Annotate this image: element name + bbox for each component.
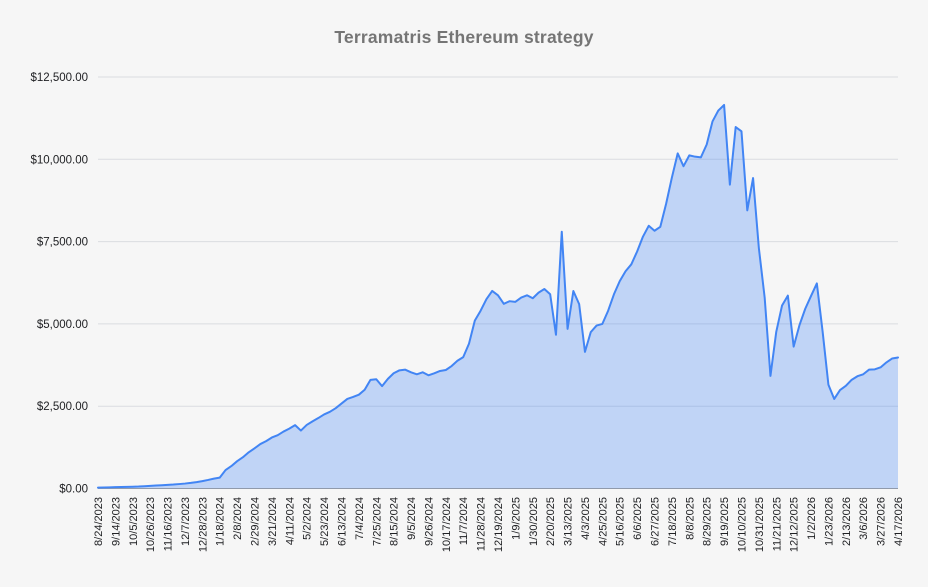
x-axis-label: 3/27/2026	[876, 497, 888, 546]
x-axis-label: 10/10/2025	[736, 497, 748, 552]
y-axis-label: $12,500.00	[30, 72, 88, 84]
x-axis-label: 6/27/2025	[650, 497, 662, 546]
x-axis-label: 11/7/2024	[458, 497, 470, 545]
y-axis-label: $10,000.00	[30, 154, 88, 166]
y-axis-label: $0.00	[59, 484, 88, 496]
x-axis-label: 4/25/2025	[597, 497, 609, 546]
x-axis-label: 12/7/2023	[180, 497, 192, 546]
x-axis-label: 12/19/2024	[493, 497, 505, 552]
x-axis-label: 9/26/2024	[423, 497, 435, 546]
x-axis-label: 7/25/2024	[371, 497, 383, 546]
x-axis-label: 4/11/2024	[284, 497, 296, 545]
x-axis-label: 4/17/2026	[893, 497, 905, 546]
x-axis-label: 1/9/2025	[510, 497, 522, 540]
x-axis-label: 3/6/2026	[858, 497, 870, 540]
x-axis-label: 10/26/2023	[145, 497, 157, 552]
x-axis-label: 10/5/2023	[128, 497, 140, 546]
chart-title: Terramatris Ethereum strategy	[334, 27, 594, 47]
x-axis-label: 8/15/2024	[389, 497, 401, 546]
x-axis-label: 6/6/2025	[632, 497, 644, 540]
x-axis-label: 5/2/2024	[302, 497, 314, 540]
x-axis-label: 4/3/2025	[580, 497, 592, 540]
y-axis-label: $2,500.00	[37, 401, 88, 413]
x-axis-label: 2/29/2024	[250, 497, 262, 546]
y-axis-label: $7,500.00	[37, 237, 88, 249]
x-axis-label: 6/13/2024	[336, 497, 348, 546]
x-axis-label: 2/8/2024	[232, 497, 244, 540]
x-axis-label: 11/16/2023	[163, 497, 175, 551]
x-axis-label: 9/5/2024	[406, 497, 418, 540]
x-axis-label: 7/18/2025	[667, 497, 679, 546]
x-axis-label: 1/2/2026	[806, 497, 818, 540]
x-axis-label: 3/21/2024	[267, 497, 279, 546]
x-axis-label: 11/21/2025	[771, 497, 783, 551]
series-line	[97, 103, 899, 489]
y-axis-label: $5,000.00	[37, 319, 88, 331]
x-axis-label: 8/29/2025	[702, 497, 714, 546]
x-axis-label: 10/17/2024	[441, 497, 453, 552]
x-axis-label: 1/23/2026	[823, 497, 835, 546]
x-axis-label: 9/14/2023	[110, 497, 122, 546]
x-axis-label: 12/12/2025	[789, 497, 801, 552]
x-axis-label: 11/28/2024	[476, 497, 488, 551]
x-axis-label: 5/16/2025	[615, 497, 627, 546]
x-axis-label: 8/8/2025	[684, 497, 696, 540]
x-axis-label: 12/28/2023	[197, 497, 209, 552]
x-axis-label: 2/13/2026	[841, 497, 853, 546]
x-axis-label: 1/18/2024	[215, 497, 227, 546]
x-axis-label: 3/13/2025	[563, 497, 575, 546]
x-axis-label: 5/23/2024	[319, 497, 331, 546]
x-axis-label: 1/30/2025	[528, 497, 540, 546]
x-axis-label: 7/4/2024	[354, 497, 366, 540]
x-axis-label: 2/20/2025	[545, 497, 557, 546]
x-axis-label: 8/24/2023	[93, 497, 105, 546]
x-axis-label: 9/19/2025	[719, 497, 731, 546]
x-axis-label: 10/31/2025	[754, 497, 766, 552]
